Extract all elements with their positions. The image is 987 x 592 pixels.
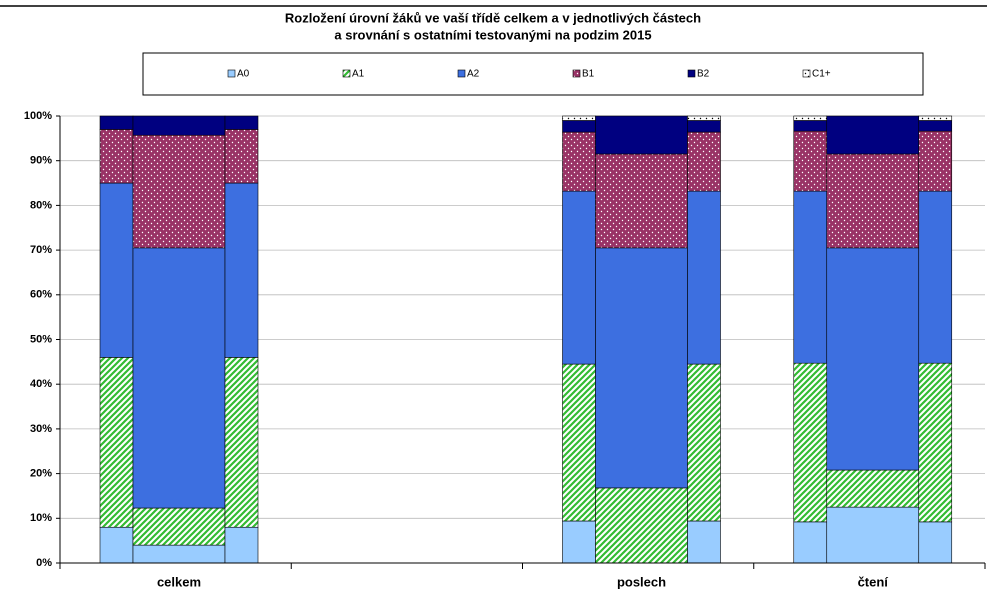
bar-segment (687, 115, 721, 121)
y-tick-label: 100% (24, 110, 52, 122)
bar-segment (826, 115, 920, 155)
bar-segment (918, 190, 953, 364)
legend-swatch (342, 69, 351, 78)
bar-segment (99, 129, 134, 184)
legend-label: A2 (467, 69, 480, 80)
bar-segment (826, 247, 920, 471)
bar-segment (918, 115, 953, 121)
legend-swatch (572, 69, 581, 78)
bar-segment (793, 115, 828, 121)
bar-segment (826, 153, 920, 249)
x-tick-label: celkem (157, 574, 201, 589)
bar-segment (99, 526, 134, 564)
bar-segment (224, 129, 259, 184)
y-tick-label: 70% (30, 244, 52, 256)
bar-segment (562, 131, 596, 192)
chart-title: Rozložení úrovní žáků ve vaší třídě celk… (285, 10, 701, 25)
bar-segment (224, 182, 259, 358)
bar-segment (562, 115, 596, 121)
y-tick-label: 10% (30, 512, 52, 524)
bar-segment (595, 247, 688, 489)
bar-segment (132, 544, 226, 564)
bar-segment (826, 506, 920, 564)
bar-segment (918, 130, 953, 192)
bar-segment (793, 120, 828, 132)
y-tick-label: 20% (30, 468, 52, 480)
bar-segment (793, 130, 828, 192)
legend-label: A0 (237, 69, 250, 80)
bar-segment (99, 182, 134, 358)
bar-segment (918, 362, 953, 523)
bar-segment (224, 357, 259, 528)
y-tick-label: 40% (30, 378, 52, 390)
bar-segment (687, 363, 721, 522)
bar-segment (562, 520, 596, 564)
bar-segment (99, 115, 134, 130)
bar-segment (595, 115, 688, 155)
bar-segment (562, 363, 596, 522)
bar-segment (224, 526, 259, 564)
bar-segment (224, 115, 259, 130)
bar-segment (132, 115, 226, 136)
bar-segment (687, 190, 721, 365)
legend-swatch (687, 69, 696, 78)
bar-segment (687, 120, 721, 133)
bar-segment (793, 362, 828, 523)
bar-segment (562, 120, 596, 133)
bar-segment (132, 507, 226, 546)
bar-segment (918, 120, 953, 132)
x-tick-label: poslech (617, 574, 666, 589)
y-tick-label: 60% (30, 289, 52, 301)
y-tick-label: 80% (30, 199, 52, 211)
bar-segment (687, 520, 721, 564)
legend-label: A1 (352, 69, 365, 80)
legend-swatch (227, 69, 236, 78)
bar-segment (99, 357, 134, 528)
legend-label: B1 (582, 69, 595, 80)
y-tick-label: 0% (36, 557, 52, 569)
y-tick-label: 50% (30, 333, 52, 345)
bar-segment (793, 521, 828, 564)
bar-segment (562, 190, 596, 365)
legend-label: B2 (697, 69, 710, 80)
bar-segment (918, 521, 953, 564)
bar-segment (687, 131, 721, 192)
legend-box (142, 52, 924, 96)
legend-label: C1+ (812, 69, 831, 80)
bar-segment (793, 190, 828, 364)
legend-swatch (457, 69, 466, 78)
y-tick-label: 90% (30, 155, 52, 167)
bar-segment (132, 134, 226, 249)
legend-swatch (802, 69, 811, 78)
x-tick-label: čtení (858, 574, 889, 589)
chart-title: a srovnání s ostatními testovanými na po… (334, 27, 651, 42)
bar-segment (595, 153, 688, 249)
y-tick-label: 30% (30, 423, 52, 435)
bar-segment (826, 469, 920, 508)
bar-segment (132, 247, 226, 509)
bar-segment (595, 487, 688, 564)
